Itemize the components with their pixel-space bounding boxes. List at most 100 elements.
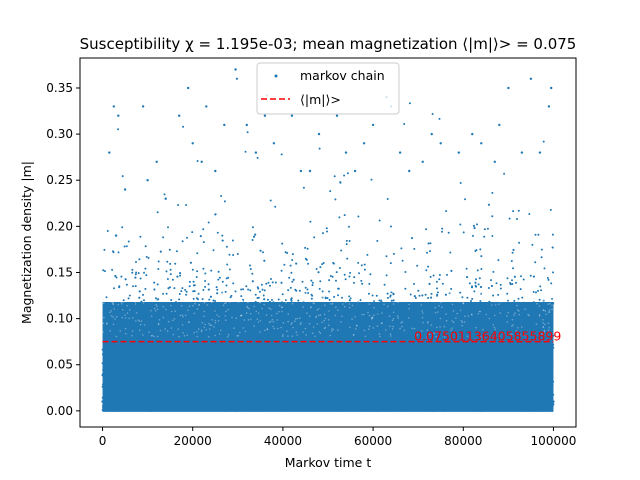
- chain-point: [173, 287, 176, 290]
- chain-point: [529, 274, 532, 277]
- chain-point: [369, 273, 372, 276]
- chain-point: [236, 253, 239, 255]
- chain-point: [403, 123, 406, 125]
- chain-point: [214, 300, 216, 302]
- chain-point: [462, 231, 465, 234]
- chain-point: [301, 280, 304, 283]
- chain-point: [468, 282, 471, 285]
- chain-point: [227, 276, 230, 279]
- chain-point: [135, 271, 138, 274]
- chain-point: [304, 286, 307, 289]
- chain-point: [413, 247, 416, 250]
- chain-point: [192, 280, 195, 283]
- chain-point: [520, 275, 522, 278]
- chain-point: [521, 296, 524, 299]
- chain-point: [339, 181, 342, 184]
- chain-point: [479, 248, 482, 251]
- chain-point: [430, 292, 433, 295]
- chain-point: [345, 243, 348, 246]
- chain-point: [134, 273, 137, 276]
- chain-point: [177, 204, 180, 206]
- chain-point: [429, 242, 432, 245]
- chain-point: [304, 246, 307, 249]
- chain-point: [329, 190, 332, 193]
- chain-point: [191, 231, 194, 234]
- chain-point: [436, 291, 439, 294]
- chain-point: [363, 268, 366, 271]
- chain-point: [373, 300, 375, 303]
- chain-point: [217, 278, 220, 281]
- chain-point: [542, 140, 545, 143]
- chain-point: [333, 175, 336, 178]
- chain-point: [144, 245, 147, 248]
- chain-point: [262, 251, 264, 254]
- chain-point: [475, 278, 477, 281]
- chain-point: [376, 239, 379, 242]
- chain-point: [232, 254, 235, 256]
- chain-point: [507, 299, 510, 302]
- chain-point: [540, 248, 543, 251]
- chain-point: [318, 147, 321, 150]
- chain-point: [515, 281, 517, 284]
- chain-point: [226, 263, 229, 266]
- chain-point: [346, 257, 349, 260]
- chain-point: [358, 272, 360, 275]
- chain-point: [221, 234, 224, 237]
- chain-point: [260, 283, 263, 286]
- chain-point: [212, 249, 215, 252]
- chain-point: [231, 239, 234, 242]
- chain-point: [357, 215, 360, 218]
- chain-point: [182, 125, 185, 128]
- chain-point: [291, 253, 294, 256]
- chain-point: [367, 292, 370, 295]
- chain-point: [256, 156, 259, 159]
- chain-point: [170, 299, 173, 301]
- chain-point: [128, 294, 131, 297]
- chain-point: [335, 271, 338, 274]
- chain-point: [307, 262, 310, 265]
- chain-point: [127, 297, 130, 300]
- chain-point: [326, 230, 328, 233]
- chain-point: [304, 257, 307, 260]
- chain-point: [156, 298, 159, 301]
- chain-point: [334, 198, 337, 201]
- chain-point: [479, 300, 482, 302]
- chain-point: [254, 293, 257, 296]
- chain-point: [179, 274, 182, 277]
- chain-point: [234, 290, 237, 293]
- chain-point: [333, 295, 336, 298]
- chain-point: [180, 290, 183, 293]
- chain-point: [445, 210, 448, 213]
- chain-point: [249, 264, 251, 267]
- chain-point: [438, 274, 441, 276]
- chain-point: [528, 213, 531, 215]
- chain-point: [518, 241, 521, 244]
- chain-point: [431, 113, 434, 115]
- chain-point: [459, 182, 462, 184]
- chain-point: [425, 269, 428, 272]
- chain-point: [240, 288, 243, 291]
- chain-point: [192, 297, 195, 300]
- chain-point: [532, 291, 535, 293]
- chain-point: [435, 280, 438, 283]
- chain-point: [390, 225, 392, 228]
- chain-point: [289, 264, 292, 267]
- chain-point: [473, 290, 476, 293]
- chain-point: [277, 298, 280, 301]
- chain-point: [220, 195, 223, 197]
- chain-point: [511, 279, 513, 282]
- chain-point: [517, 297, 520, 300]
- chain-point: [474, 284, 477, 287]
- chain-point: [539, 285, 542, 288]
- chain-point: [531, 243, 534, 246]
- chain-point: [196, 270, 199, 273]
- chain-point: [302, 186, 305, 189]
- chain-point: [223, 200, 226, 203]
- chain-point: [256, 286, 259, 289]
- chain-point: [162, 292, 165, 295]
- chain-point: [401, 259, 404, 262]
- chain-point: [492, 294, 495, 297]
- chain-point: [225, 277, 228, 280]
- chain-point: [450, 287, 453, 290]
